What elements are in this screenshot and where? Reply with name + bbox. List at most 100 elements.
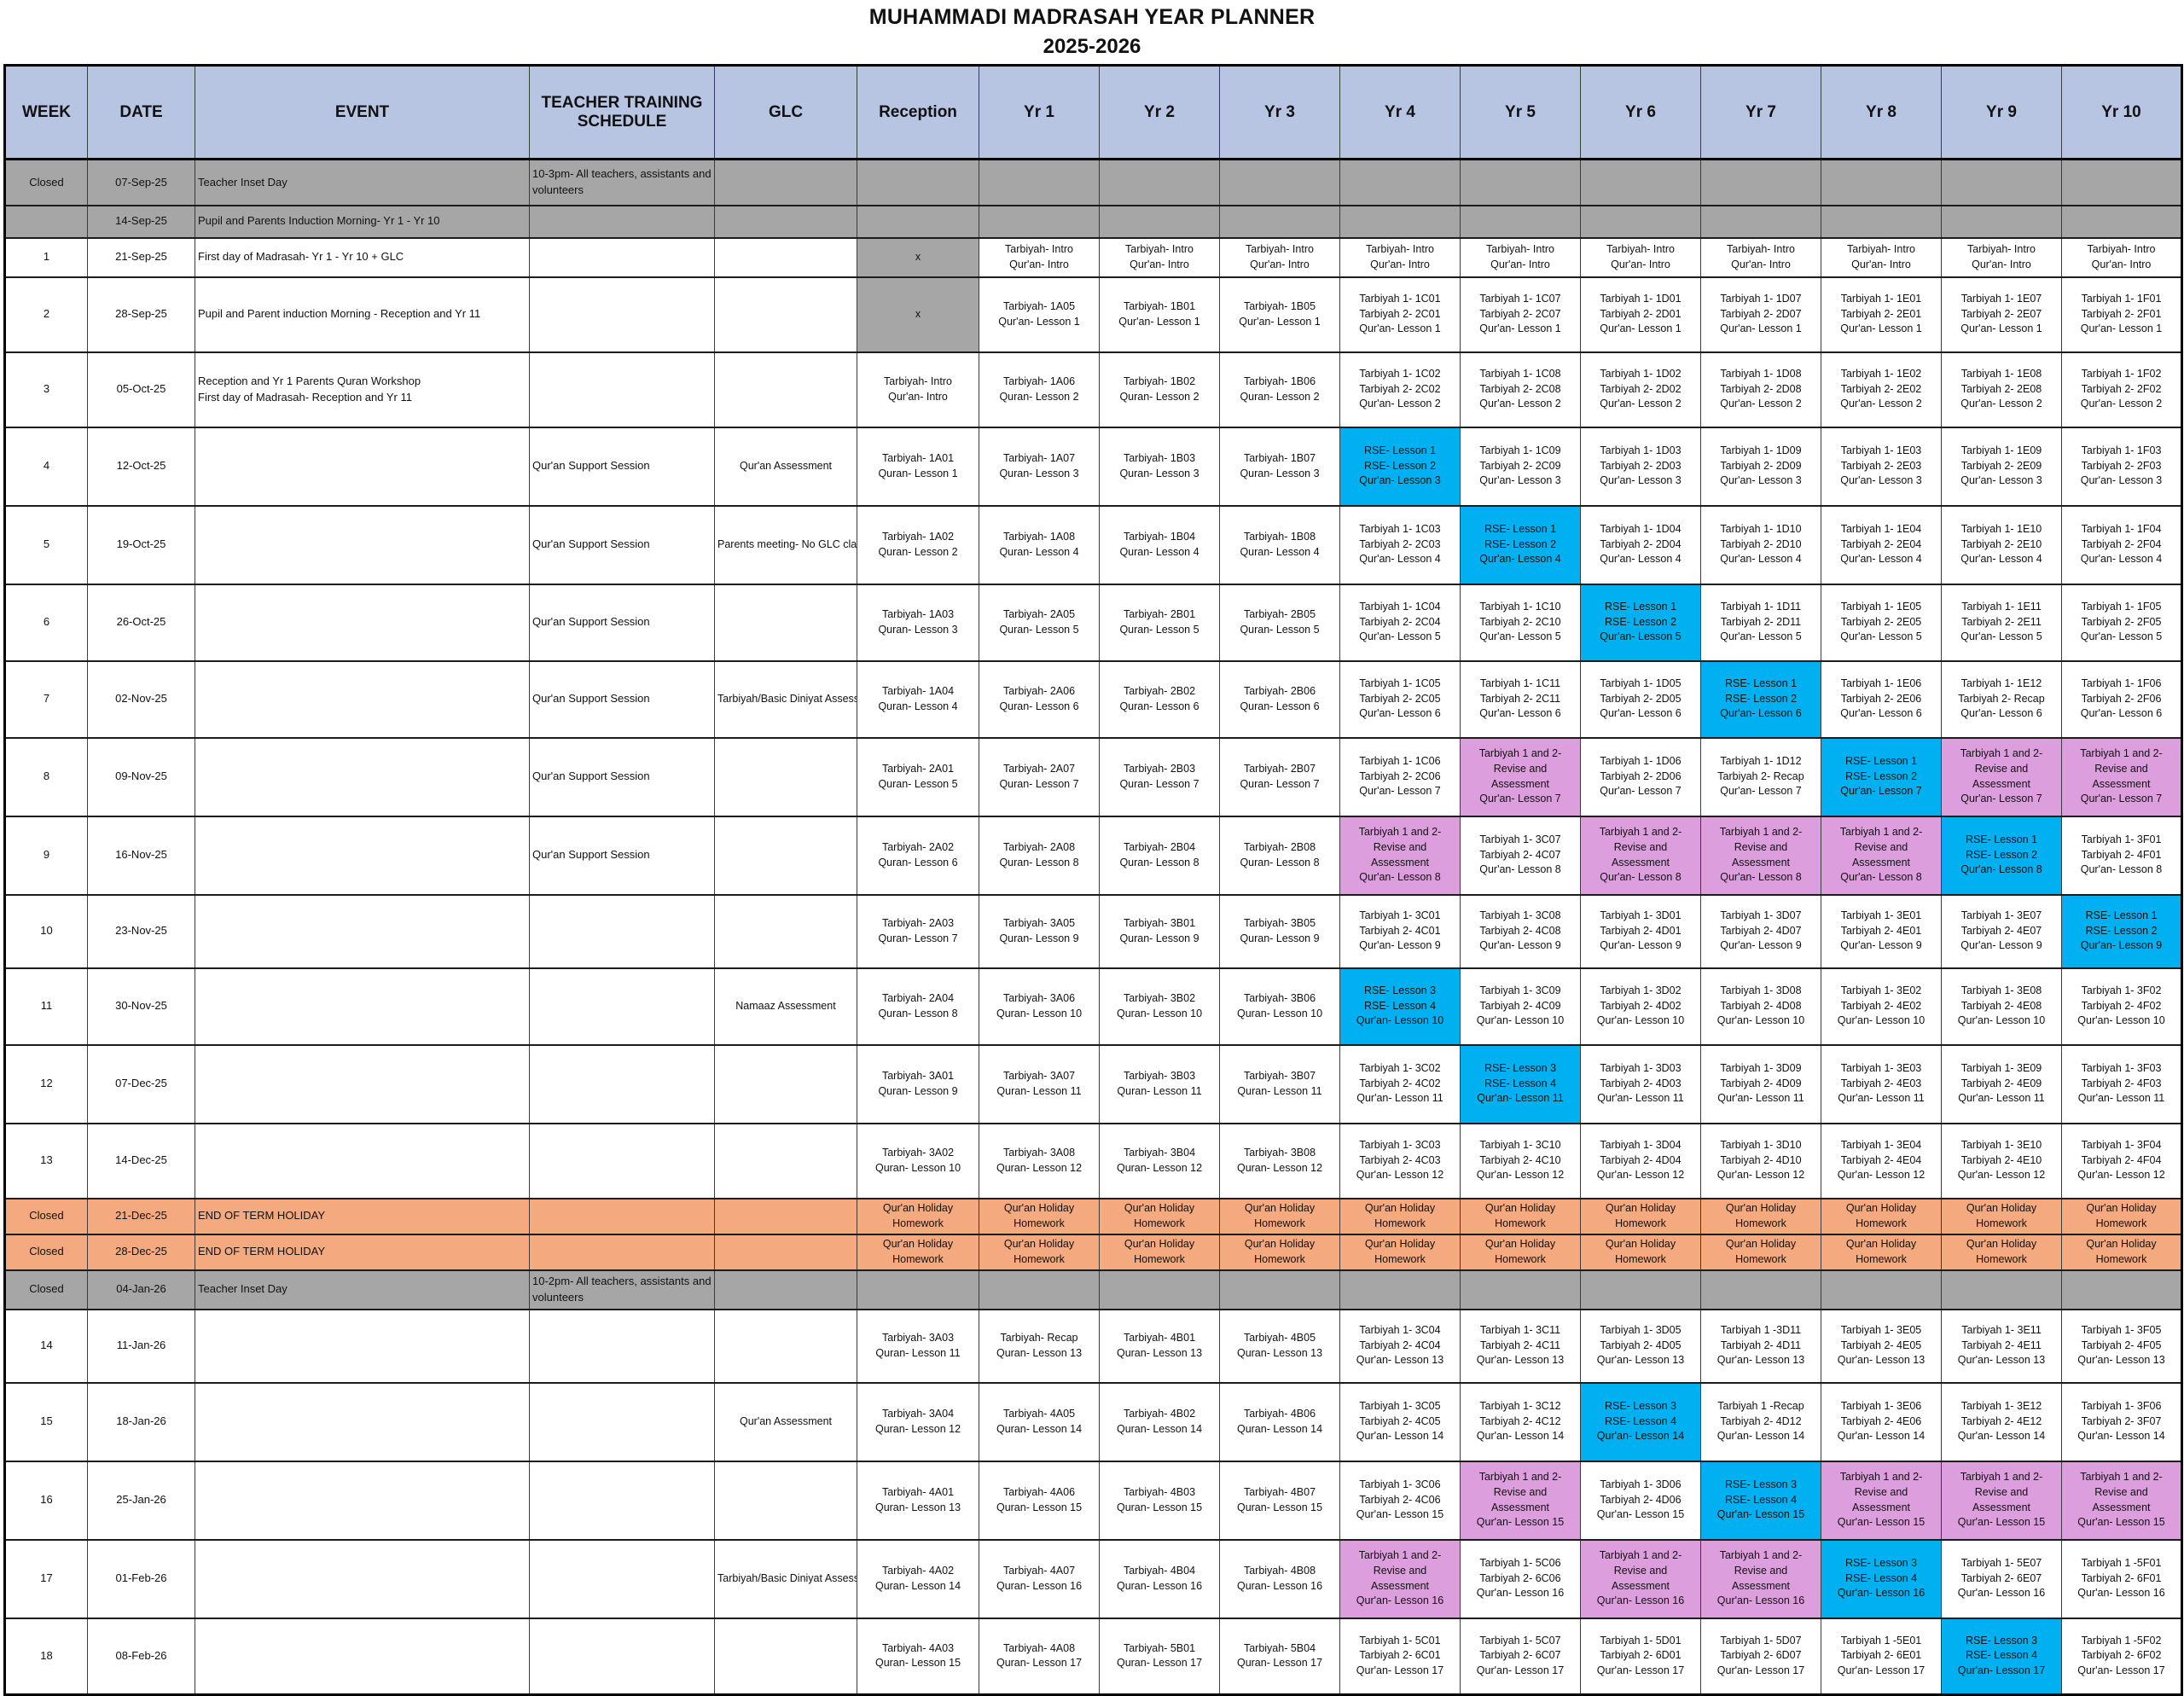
cell-line: Teacher Inset Day	[198, 1282, 288, 1296]
cell-yr5: Tarbiyah 1- 5C07 Tarbiyah 2- 6C07 Qur'an- …	[1460, 1617, 1581, 1696]
cell-glc: Tarbiyah/Basic Diniyat Assessment	[714, 1538, 857, 1619]
cell-glc: Namaaz Assessment	[714, 967, 857, 1046]
cell-tt	[529, 1460, 715, 1541]
cell-yr6: Tarbiyah 1- 3D06 Tarbiyah 2- 4D06 Qur'an- …	[1580, 1460, 1701, 1541]
cell-yr3: Tarbiyah- 3B06 Quran- Lesson 10	[1219, 967, 1340, 1046]
cell-line: Tarbiyah- Intro	[1847, 242, 1915, 255]
cell-yr6: Tarbiyah 1- 3D01 Tarbiyah 2- 4D01 Qur'an- …	[1580, 893, 1701, 969]
cell-line: Tarbiyah 2- 4E03	[1840, 1077, 1922, 1089]
cell-line: Pupil and Parents Induction Morning- Yr …	[198, 214, 440, 228]
cell-week: 9	[4, 815, 88, 896]
cell-line: Qur'an- Lesson 15	[1837, 1516, 1926, 1529]
cell-line: Tarbiyah 1 and 2-	[1839, 826, 1923, 838]
cell-line: Assessment	[1370, 1579, 1430, 1592]
cell-line: Qur'an Assessment	[740, 459, 832, 472]
cell-yr7: Tarbiyah 1- 3D09 Tarbiyah 2- 4D09 Qur'an- …	[1700, 1043, 1821, 1124]
cell-line: Qur'an- Intro	[2091, 258, 2152, 270]
cell-yr10: Tarbiyah 1- 3F05 Tarbiyah 2- 4F05 Qur'an- …	[2061, 1308, 2182, 1384]
cell-line: Tarbiyah 1- 3E12	[1960, 1399, 2042, 1412]
cell-line: Tarbiyah 1- 1E11	[1961, 600, 2042, 613]
cell-line: Tarbiyah 2- 4E05	[1840, 1339, 1922, 1351]
cell-date: 04-Jan-26	[87, 1269, 195, 1310]
cell-line: Quran- Lesson 13	[1236, 1346, 1323, 1359]
cell-line: Quran- Lesson 13	[996, 1346, 1083, 1359]
cell-yr6: Tarbiyah 1- 3D04 Tarbiyah 2- 4D04 Qur'an- …	[1580, 1122, 1701, 1199]
cell-yr9: Tarbiyah 1- 3E11 Tarbiyah 2- 4E11 Qur'an- …	[1941, 1308, 2062, 1384]
cell-line: Tarbiyah 2- 4D05	[1600, 1339, 1682, 1351]
cell-line: Tarbiyah 2- 4D11	[1720, 1339, 1802, 1351]
cell-yr7: Qur'an Holiday Homework	[1700, 1197, 1821, 1235]
cell-yr4: Tarbiyah 1- 1C02 Tarbiyah 2- 2C02 Qur'an- …	[1339, 351, 1461, 428]
cell-yr7: RSE- Lesson 3 RSE- Lesson 4 Qur'an- Lesson…	[1700, 1460, 1821, 1541]
cell-yr8: Tarbiyah- Intro Qur'an- Intro	[1821, 236, 1942, 278]
cell-line: Tarbiyah 1 and 2-	[1719, 826, 1803, 838]
cell-yr8: RSE- Lesson 3 RSE- Lesson 4 Qur'an- Lesson…	[1821, 1538, 1942, 1619]
cell-yr2: Tarbiyah- 3B04 Quran- Lesson 12	[1099, 1122, 1220, 1199]
cell-line: Qur'an- Lesson 11	[1838, 1092, 1925, 1105]
cell-line: RSE- Lesson 3	[1965, 1634, 2038, 1647]
cell-line: Tarbiyah- Intro	[1727, 242, 1795, 255]
cell-line: Tarbiyah 1- 1F03	[2081, 444, 2162, 456]
cell-tt	[529, 1538, 715, 1619]
cell-yr2: Tarbiyah- 1B04 Quran- Lesson 4	[1099, 504, 1220, 585]
cell-line: Tarbiyah 2- 4D12	[1720, 1414, 1802, 1427]
cell-line: Quran- Lesson 15	[1116, 1501, 1203, 1513]
cell-line: Tarbiyah 2- 2D07	[1720, 307, 1802, 320]
cell-line: Qur'an Holiday	[1845, 1201, 1917, 1214]
cell-line: Tarbiyah 1- 1C11	[1479, 677, 1561, 689]
cell-reception: Tarbiyah- 1A03 Quran- Lesson 3	[857, 583, 979, 662]
cell-line: Revise and	[1613, 840, 1668, 853]
cell-line: Tarbiyah 1- 1E06	[1840, 677, 1922, 689]
cell-line: Tarbiyah 2- 4C07	[1479, 848, 1561, 861]
cell-line: Tarbiyah- 3B01	[1123, 916, 1196, 929]
cell-line: Tarbiyah 2- 6D07	[1720, 1649, 1802, 1662]
cell-line: Qur'an- Lesson 13	[1596, 1354, 1685, 1367]
cell-line: Tarbiyah 1- 1C10	[1479, 600, 1561, 613]
cell-date: 11-Jan-26	[87, 1308, 195, 1384]
cell-reception: x	[857, 236, 979, 278]
cell-yr5	[1460, 204, 1581, 239]
cell-line: Tarbiyah 2- 4C04	[1359, 1339, 1441, 1351]
cell-line: Tarbiyah 2- 2E10	[1960, 537, 2042, 550]
cell-line: Qur'an- Lesson 6	[2080, 707, 2163, 720]
cell-line: Pupil and Parent induction Morning - Rec…	[198, 307, 481, 321]
cell-line: Quran- Lesson 6	[999, 700, 1079, 712]
cell-line: Tarbiyah 2- 2F01	[2081, 307, 2162, 320]
cell-yr10: Tarbiyah 1- 1F02 Tarbiyah 2- 2F02 Qur'an- …	[2061, 351, 2182, 428]
cell-line: RSE- Lesson 2	[1844, 770, 1918, 782]
cell-yr1: Qur'an Holiday Homework	[979, 1197, 1100, 1235]
cell-line: Tarbiyah 1- 1D04	[1600, 522, 1682, 535]
cell-yr3	[1219, 204, 1340, 239]
cell-yr8: Tarbiyah 1- 1E06 Tarbiyah 2- 2E06 Qur'an- …	[1821, 659, 1942, 739]
cell-yr2: Tarbiyah- 4B01 Quran- Lesson 13	[1099, 1308, 1220, 1384]
cell-yr2: Tarbiyah- 4B03 Quran- Lesson 15	[1099, 1460, 1220, 1541]
cell-yr3: Tarbiyah- 2B07 Quran- Lesson 7	[1219, 736, 1340, 817]
cell-tt	[529, 1381, 715, 1462]
cell-line: Assessment	[1611, 856, 1670, 868]
cell-yr8: Tarbiyah 1- 3E04 Tarbiyah 2- 4E04 Qur'an- …	[1821, 1122, 1942, 1199]
cell-line: Revise and	[1373, 1564, 1427, 1577]
cell-line: Homework	[2095, 1217, 2147, 1229]
cell-glc	[714, 1617, 857, 1696]
cell-line: Qur'an- Lesson 16	[1957, 1587, 2046, 1600]
cell-line: Tarbiyah 2- 6C07	[1479, 1649, 1561, 1662]
cell-line: Tarbiyah 2- 4E07	[1960, 924, 2042, 937]
cell-line: Tarbiyah 1- 3F06	[2081, 1399, 2162, 1412]
cell-line: Qur'an- Lesson 3	[1600, 474, 1682, 487]
cell-line: 17	[40, 1571, 53, 1585]
cell-line: Tarbiyah 1- 3C02	[1359, 1061, 1441, 1074]
cell-line: Tarbiyah 2- 4C01	[1359, 924, 1441, 937]
cell-line: Tarbiyah 1- 3C04	[1359, 1323, 1441, 1336]
cell-yr8: Tarbiyah 1- 1E01 Tarbiyah 2- 2E01 Qur'an- …	[1821, 276, 1942, 353]
cell-line: Homework	[1856, 1217, 1907, 1229]
cell-line: Tarbiyah 1- 1E07	[1960, 292, 2042, 305]
cell-line: Tarbiyah 1- 5C07	[1479, 1634, 1561, 1647]
cell-line: Tarbiyah- 2A06	[1002, 684, 1076, 697]
cell-yr7: Tarbiyah 1- 1D09 Tarbiyah 2- 2D09 Qur'an- …	[1700, 426, 1821, 507]
cell-yr4: Tarbiyah 1 and 2- Revise and Assessment Qur…	[1339, 815, 1461, 896]
cell-yr6	[1580, 158, 1701, 206]
cell-line: Quran- Lesson 2	[1240, 390, 1320, 403]
cell-line: Qur'an- Lesson 14	[1957, 1430, 2046, 1443]
cell-yr4	[1339, 1269, 1461, 1310]
cell-line: Qur'an Holiday	[1003, 1237, 1075, 1250]
